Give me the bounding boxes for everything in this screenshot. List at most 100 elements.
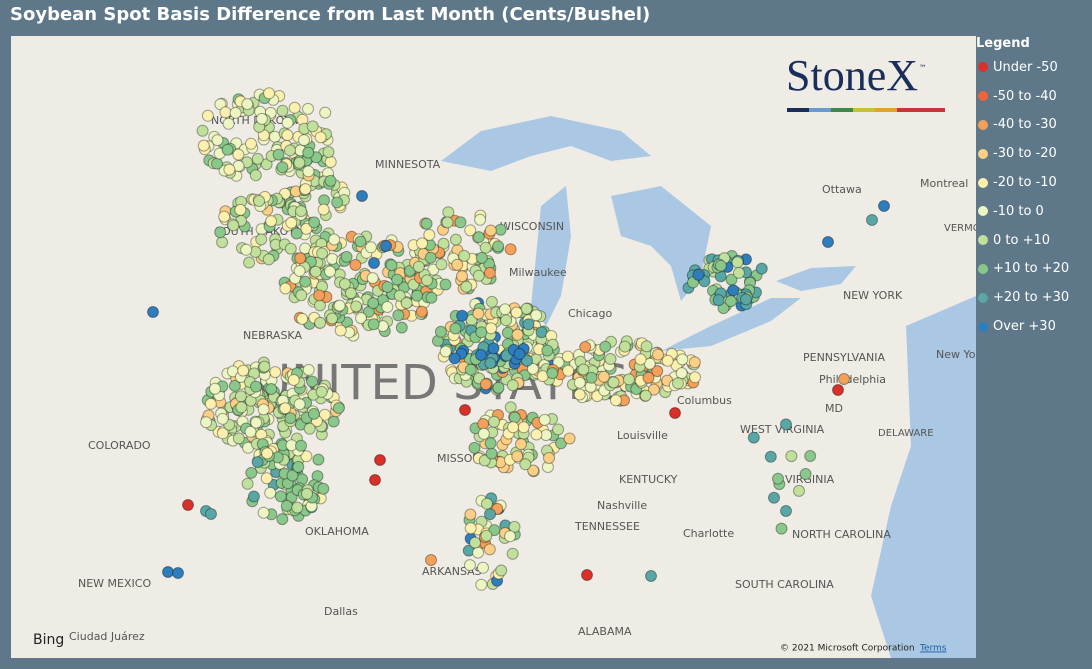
site-marker	[411, 289, 424, 302]
site-marker	[651, 365, 664, 378]
site-marker	[427, 263, 440, 276]
site-marker	[286, 469, 299, 482]
site-marker	[434, 325, 447, 338]
site-marker	[368, 257, 380, 269]
site-marker	[581, 569, 593, 581]
site-marker	[302, 165, 315, 178]
legend-item: +10 to +20	[976, 255, 1092, 284]
site-marker	[295, 205, 307, 218]
site-marker	[530, 428, 543, 441]
site-marker	[755, 262, 768, 275]
site-marker	[772, 472, 784, 485]
site-marker	[747, 431, 760, 444]
site-marker	[672, 377, 684, 390]
site-marker	[295, 439, 307, 452]
terms-link[interactable]: Terms	[919, 644, 947, 654]
site-marker	[552, 356, 565, 369]
site-marker	[355, 312, 367, 325]
site-marker	[510, 306, 523, 319]
site-marker	[344, 287, 357, 300]
legend-label: 0 to +10	[993, 232, 1051, 248]
site-marker	[732, 266, 745, 279]
legend-swatch	[978, 292, 988, 303]
site-marker	[307, 407, 320, 420]
site-marker	[300, 450, 313, 463]
site-marker	[768, 491, 780, 504]
site-marker	[253, 195, 266, 207]
site-marker	[420, 217, 433, 230]
site-marker	[425, 291, 438, 304]
site-marker	[488, 524, 501, 537]
site-marker	[507, 421, 520, 434]
place-label: PENNSYLVANIA	[803, 351, 885, 364]
place-label: Montreal	[920, 177, 968, 190]
site-marker	[639, 389, 652, 402]
site-marker	[216, 236, 229, 249]
legend-swatch	[978, 206, 988, 217]
site-marker	[527, 464, 540, 477]
site-marker	[504, 530, 516, 543]
legend-item: +20 to +30	[976, 283, 1092, 312]
site-marker	[250, 380, 262, 393]
site-marker	[234, 390, 247, 403]
ocean	[871, 296, 976, 658]
site-marker	[276, 104, 289, 117]
site-marker	[492, 381, 505, 394]
site-marker	[504, 243, 517, 256]
site-marker	[147, 306, 159, 318]
place-label: MD	[825, 402, 843, 415]
site-marker	[661, 354, 674, 367]
site-marker	[232, 432, 245, 445]
legend-label: -30 to -20	[993, 146, 1057, 162]
site-marker	[508, 411, 521, 424]
site-marker	[279, 282, 292, 295]
site-marker	[474, 349, 487, 361]
site-marker	[643, 357, 656, 370]
site-marker	[472, 231, 485, 244]
site-marker	[479, 378, 492, 391]
site-marker	[240, 243, 253, 256]
site-marker	[634, 353, 647, 366]
site-marker	[306, 375, 319, 388]
site-marker	[205, 508, 217, 520]
site-marker	[543, 452, 555, 464]
site-marker	[265, 383, 278, 395]
site-marker	[464, 522, 477, 535]
site-marker	[264, 486, 277, 499]
site-marker	[364, 241, 377, 254]
site-marker	[276, 513, 289, 526]
site-marker	[261, 447, 274, 460]
site-marker	[301, 487, 313, 500]
site-marker	[832, 384, 844, 396]
site-marker	[521, 354, 533, 367]
legend-label: +20 to +30	[993, 290, 1070, 306]
site-marker	[607, 376, 620, 389]
site-marker	[298, 134, 310, 147]
site-marker	[232, 148, 245, 161]
site-marker	[309, 265, 322, 278]
site-marker	[501, 326, 514, 339]
site-marker	[314, 316, 327, 329]
site-marker	[573, 376, 586, 389]
site-marker	[251, 456, 264, 469]
site-marker	[285, 216, 298, 229]
site-marker	[227, 219, 240, 232]
site-marker	[380, 240, 392, 252]
site-marker	[469, 536, 482, 549]
site-marker	[258, 360, 271, 373]
site-marker	[182, 499, 194, 511]
site-marker	[464, 363, 477, 376]
lake-erie	[661, 298, 801, 351]
site-marker	[263, 87, 276, 100]
site-marker	[350, 300, 363, 313]
site-marker	[585, 371, 598, 384]
site-marker	[675, 367, 688, 380]
site-marker	[244, 425, 257, 438]
site-marker	[519, 458, 532, 471]
site-marker	[577, 363, 590, 376]
site-marker	[474, 213, 487, 226]
site-marker	[579, 341, 592, 353]
markers	[147, 87, 890, 591]
legend-label: -20 to -10	[993, 175, 1057, 191]
